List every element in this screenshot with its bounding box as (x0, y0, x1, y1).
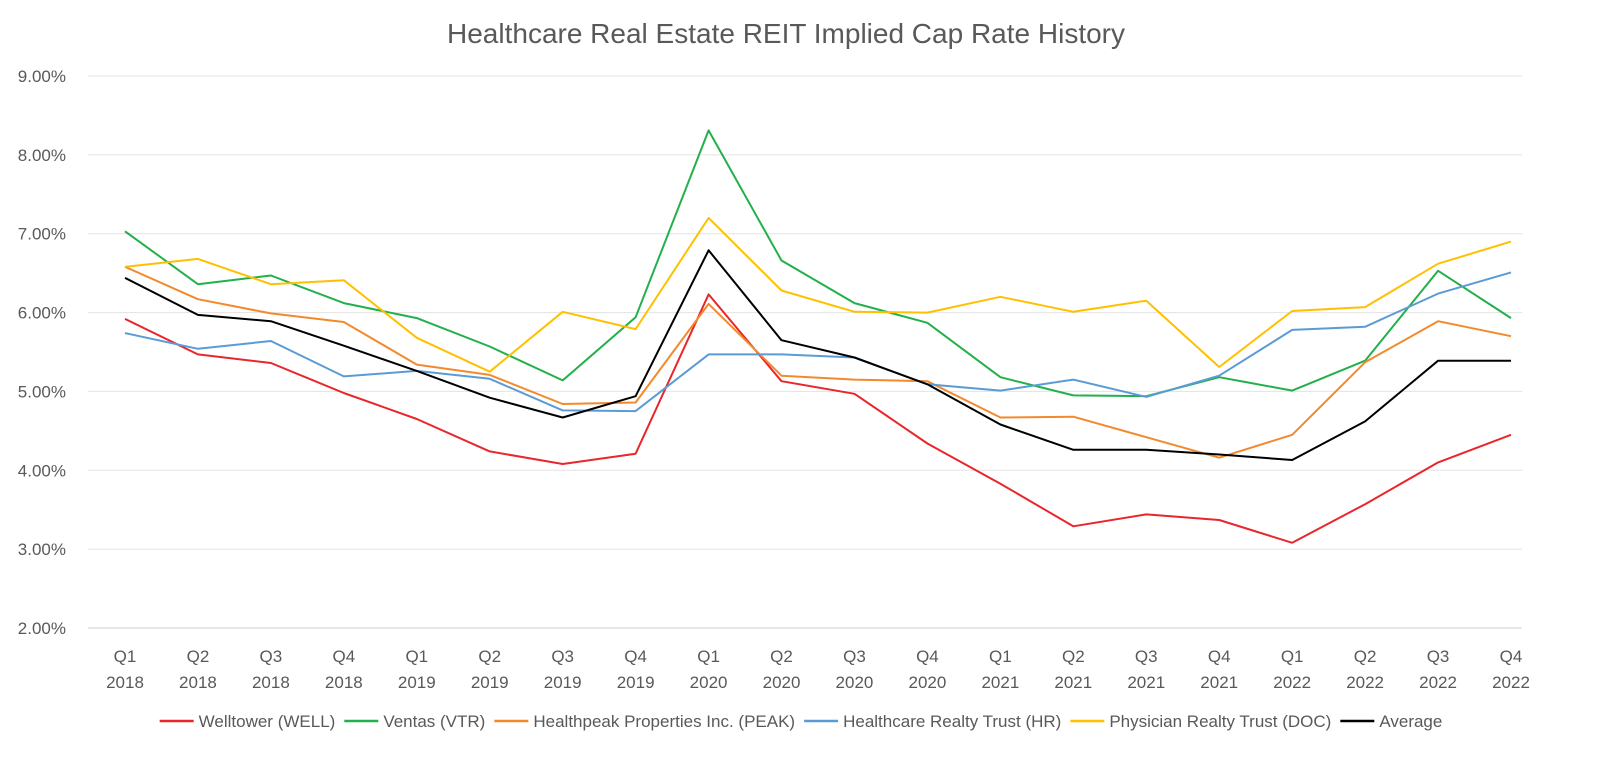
x-tick-label: Q1 2020 (690, 647, 728, 692)
x-tick-label: Q3 2020 (836, 647, 874, 692)
x-tick-label: Q2 2022 (1346, 647, 1384, 692)
legend-label: Ventas (VTR) (383, 712, 485, 731)
y-tick-label: 9.00% (18, 67, 66, 86)
x-tick-label: Q2 2018 (179, 647, 217, 692)
legend-label: Healthcare Realty Trust (HR) (843, 712, 1061, 731)
series-lines (124, 129, 1512, 544)
y-tick-label: 5.00% (18, 382, 66, 401)
legend-item-healthcare-realty-trust-hr: Healthcare Realty Trust (HR) (804, 712, 1061, 731)
x-tick-label: Q1 2022 (1273, 647, 1311, 692)
x-tick-label: Q3 2019 (544, 647, 582, 692)
legend-item-ventas-vtr: Ventas (VTR) (344, 712, 485, 731)
x-tick-label: Q4 2021 (1200, 647, 1238, 692)
legend-label: Healthpeak Properties Inc. (PEAK) (533, 712, 795, 731)
x-tick-label: Q4 2019 (617, 647, 655, 692)
x-tick-label: Q4 2018 (325, 647, 363, 692)
x-tick-label: Q1 2021 (981, 647, 1019, 692)
x-tick-label: Q2 2019 (471, 647, 509, 692)
x-tick-label: Q1 2019 (398, 647, 436, 692)
legend-label: Average (1379, 712, 1442, 731)
x-tick-label: Q3 2022 (1419, 647, 1457, 692)
gridlines (88, 75, 1522, 629)
x-tick-label: Q1 2018 (106, 647, 144, 692)
series-line-welltower-well (124, 293, 1512, 544)
y-tick-label: 4.00% (18, 461, 66, 480)
y-tick-label: 7.00% (18, 225, 66, 244)
x-axis-tick-labels: Q1 2018 Q2 2018 Q3 2018 Q4 2018 Q1 2019 Q2 2019 Q3 20… (106, 647, 1530, 692)
chart-title: Healthcare Real Estate REIT Implied Cap … (447, 18, 1125, 49)
legend-item-welltower-well: Welltower (WELL) (159, 712, 336, 731)
series-line-healthpeak-properties-inc-peak (124, 265, 1512, 459)
legend-label: Physician Realty Trust (DOC) (1109, 712, 1331, 731)
legend-item-healthpeak-properties-inc-peak: Healthpeak Properties Inc. (PEAK) (494, 712, 795, 731)
series-line-healthcare-realty-trust-hr (124, 271, 1512, 413)
x-tick-label: Q4 2020 (909, 647, 947, 692)
x-tick-label: Q3 2018 (252, 647, 290, 692)
x-tick-label: Q2 2021 (1054, 647, 1092, 692)
series-line-ventas-vtr (124, 129, 1512, 398)
x-tick-label: Q3 2021 (1127, 647, 1165, 692)
y-tick-label: 2.00% (18, 619, 66, 638)
y-tick-label: 6.00% (18, 304, 66, 323)
series-line-average (124, 249, 1511, 461)
series-line-physician-realty-trust-doc (124, 216, 1512, 373)
x-tick-label: Q2 2020 (763, 647, 801, 692)
y-axis-tick-labels: 2.00% 3.00% 4.00% 5.00% 6.00% 7.00% 8.00% 9.00% (18, 67, 66, 638)
legend-item-physician-realty-trust-doc: Physician Realty Trust (DOC) (1070, 712, 1331, 731)
legend: Welltower (WELL) Ventas (VTR) Healthpeak P… (159, 712, 1442, 731)
legend-label: Welltower (WELL) (199, 712, 336, 731)
x-tick-label: Q4 2022 (1492, 647, 1530, 692)
y-tick-label: 8.00% (18, 146, 66, 165)
y-tick-label: 3.00% (18, 540, 66, 559)
legend-item-average: Average (1340, 712, 1442, 731)
